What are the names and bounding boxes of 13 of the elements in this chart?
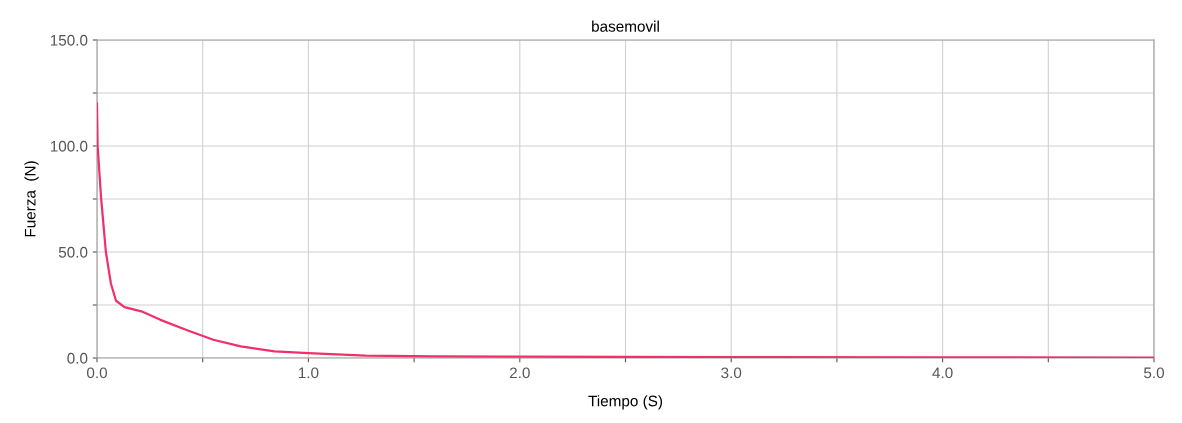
y-tick-label: 0.0 [67,352,88,364]
y-tick-label: 100.0 [50,140,88,152]
x-tick-label: 3.0 [721,367,742,379]
y-axis-title: Fuerza (N) [24,161,39,237]
chart-title: basemovil [592,20,659,32]
x-tick-label: 4.0 [932,367,953,379]
x-tick-label: 1.0 [298,367,319,379]
x-axis-title: Tiempo (S) [588,395,663,410]
y-tick-label: 50.0 [58,246,88,258]
x-tick-label: 2.0 [509,367,530,379]
x-tick-label: 5.0 [1143,367,1165,379]
x-tick-label: 0.0 [86,367,108,379]
y-tick-label: 150.0 [50,34,88,46]
